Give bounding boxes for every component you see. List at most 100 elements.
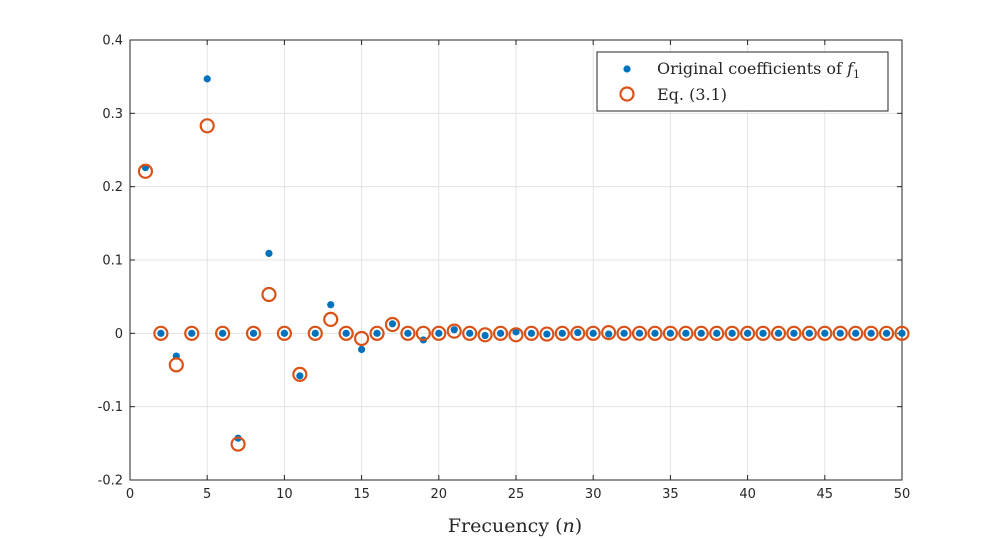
y-tick-label: 0.2 — [102, 180, 123, 195]
data-point-eq-3-1 — [894, 325, 910, 341]
data-point-eq-3-1 — [570, 325, 586, 341]
data-point-eq-3-1 — [369, 325, 385, 341]
data-point-eq-3-1 — [739, 325, 756, 341]
data-point-eq-3-1 — [539, 326, 555, 342]
data-point-eq-3-1 — [276, 325, 292, 341]
data-point-original — [728, 329, 736, 337]
data-point-eq-3-1 — [323, 311, 339, 327]
data-point-original — [666, 329, 675, 337]
x-axis-ticks: 0 5 10 15 20 25 30 35 40 45 50 — [126, 40, 910, 502]
data-point-original — [296, 372, 304, 380]
legend-box — [596, 51, 889, 112]
data-point-eq-3-1 — [215, 325, 231, 341]
x-tick-label: 5 — [203, 487, 211, 502]
data-point-original — [635, 329, 644, 337]
data-point-eq-3-1 — [755, 325, 771, 341]
data-point-eq-3-1 — [492, 325, 509, 341]
data-point-eq-3-1 — [801, 325, 817, 341]
data-point-eq-3-1 — [462, 325, 478, 341]
data-point-original — [327, 301, 335, 309]
data-point-eq-3-1 — [137, 163, 154, 179]
data-point-eq-3-1 — [709, 325, 725, 341]
data-point-original — [774, 329, 783, 337]
data-point-eq-3-1 — [508, 327, 524, 343]
data-point-eq-3-1 — [770, 325, 787, 341]
data-point-eq-3-1 — [693, 325, 709, 341]
data-point-eq-3-1 — [354, 330, 370, 347]
data-point-original — [558, 329, 566, 337]
x-tick-label: 45 — [817, 487, 834, 502]
data-point-original — [543, 330, 551, 338]
data-point-original — [682, 329, 690, 337]
data-point-original — [605, 330, 613, 338]
data-point-original — [790, 329, 798, 337]
legend-label-original: Original coefficients of f1 — [657, 59, 860, 81]
data-point-original — [744, 329, 752, 337]
data-point-eq-3-1 — [848, 325, 864, 341]
data-point-eq-3-1 — [245, 325, 262, 341]
data-point-original — [219, 329, 227, 337]
data-point-original — [713, 329, 721, 337]
data-point-original — [821, 329, 829, 337]
data-point-eq-3-1 — [400, 325, 416, 341]
data-point-original — [404, 329, 412, 337]
data-point-original — [188, 329, 196, 337]
data-point-eq-3-1 — [292, 366, 308, 382]
data-point-original — [898, 329, 906, 337]
data-point-original — [342, 329, 350, 337]
data-point-original — [450, 326, 458, 334]
data-point-original — [435, 329, 443, 337]
data-point-eq-3-1 — [878, 325, 895, 341]
data-point-eq-3-1 — [261, 286, 277, 303]
data-point-original — [157, 329, 165, 337]
data-point-original — [852, 329, 860, 337]
series-original-coefficients — [141, 75, 906, 442]
data-point-eq-3-1 — [184, 325, 200, 341]
data-point-original — [373, 329, 381, 337]
data-point-eq-3-1 — [585, 325, 601, 341]
y-tick-label: -0.2 — [98, 474, 123, 489]
legend-marker-original — [623, 65, 631, 73]
y-tick-label: 0.1 — [102, 254, 123, 269]
y-axis-ticks: -0.2 -0.1 0 0.1 0.2 0.3 0.4 — [98, 34, 902, 489]
data-point-eq-3-1 — [647, 325, 663, 341]
x-tick-label: 15 — [353, 487, 370, 502]
data-point-original — [249, 329, 258, 337]
data-point-original — [466, 329, 474, 337]
data-point-eq-3-1 — [631, 325, 648, 341]
x-tick-label: 10 — [276, 487, 293, 502]
data-point-eq-3-1 — [230, 436, 246, 452]
y-tick-label: 0 — [115, 327, 123, 342]
data-point-eq-3-1 — [863, 325, 879, 341]
data-point-original — [620, 329, 628, 337]
x-tick-label: 50 — [894, 487, 911, 502]
data-point-eq-3-1 — [168, 357, 184, 373]
data-point-original — [481, 331, 489, 340]
data-point-eq-3-1 — [832, 325, 848, 341]
data-point-original — [203, 75, 211, 83]
x-tick-label: 30 — [585, 487, 602, 502]
data-point-eq-3-1 — [601, 325, 617, 341]
data-point-eq-3-1 — [384, 316, 401, 333]
data-point-eq-3-1 — [662, 325, 679, 341]
data-point-eq-3-1 — [616, 325, 632, 341]
data-point-eq-3-1 — [523, 325, 540, 341]
data-point-eq-3-1 — [724, 325, 740, 341]
data-point-eq-3-1 — [446, 323, 462, 339]
data-point-original — [388, 320, 397, 328]
data-point-eq-3-1 — [431, 325, 447, 341]
data-point-original — [265, 249, 273, 257]
data-point-eq-3-1 — [153, 325, 169, 341]
data-point-eq-3-1 — [338, 325, 354, 341]
data-point-original — [527, 329, 536, 337]
data-point-original — [759, 329, 767, 337]
x-tick-label: 20 — [431, 487, 448, 502]
data-point-original — [512, 328, 520, 336]
x-tick-label: 0 — [126, 487, 134, 502]
series-eq-3-1 — [137, 118, 910, 452]
data-point-original — [589, 329, 597, 337]
legend-label-eq: Eq. (3.1) — [657, 85, 727, 104]
data-point-original — [836, 329, 844, 337]
data-point-eq-3-1 — [307, 325, 323, 341]
